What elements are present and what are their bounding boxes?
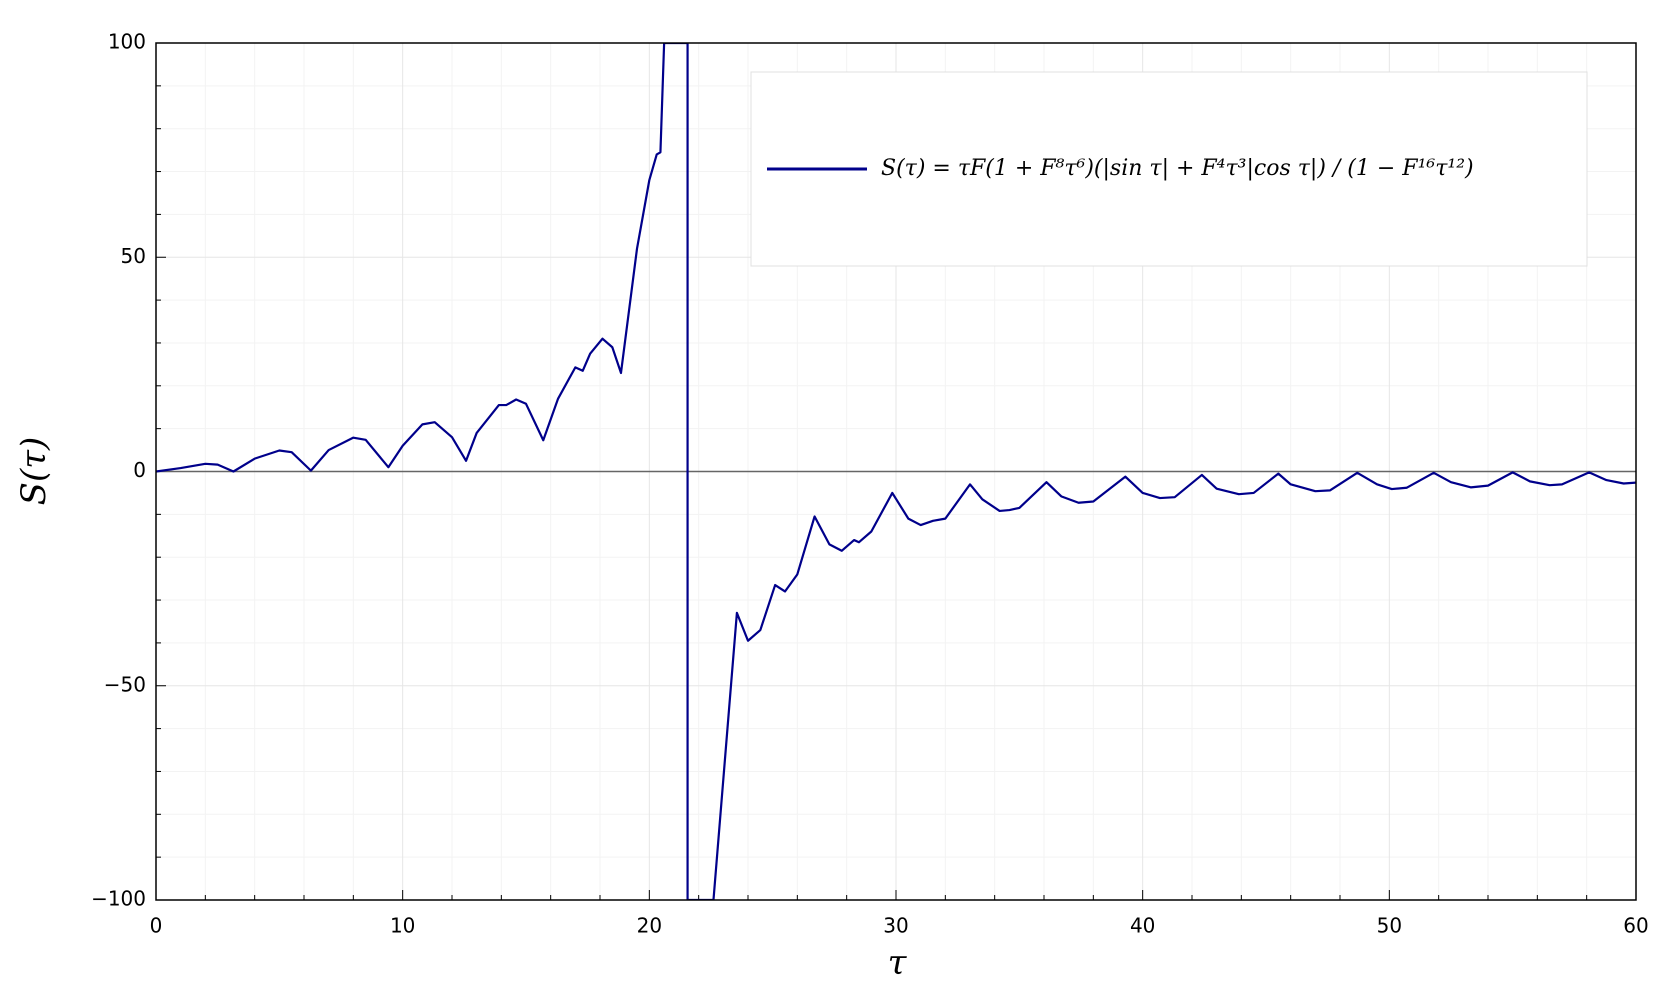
legend-box xyxy=(750,71,1588,267)
plot-frame xyxy=(155,42,1637,901)
x-tick-label: 40 xyxy=(1130,914,1155,938)
y-axis-label: S(τ) xyxy=(14,437,54,506)
y-tick-label: 0 xyxy=(133,458,146,482)
series-line xyxy=(156,43,1636,900)
x-tick-label: 0 xyxy=(150,914,163,938)
legend-label: S(τ) = τF(1 + F⁸τ⁶)(|sin τ| + F⁴τ³|cos τ… xyxy=(881,156,1474,181)
x-tick-label: 20 xyxy=(637,914,662,938)
plot-area xyxy=(156,43,1636,900)
x-tick-label: 60 xyxy=(1623,914,1648,938)
y-tick-label: 100 xyxy=(108,30,146,54)
y-tick-label: −50 xyxy=(104,672,146,696)
y-tick-label: −100 xyxy=(91,887,146,911)
y-tick-label: 50 xyxy=(121,244,146,268)
x-tick-label: 10 xyxy=(390,914,415,938)
x-tick-label: 50 xyxy=(1377,914,1402,938)
x-tick-label: 30 xyxy=(883,914,908,938)
x-axis-label: τ xyxy=(888,943,908,983)
